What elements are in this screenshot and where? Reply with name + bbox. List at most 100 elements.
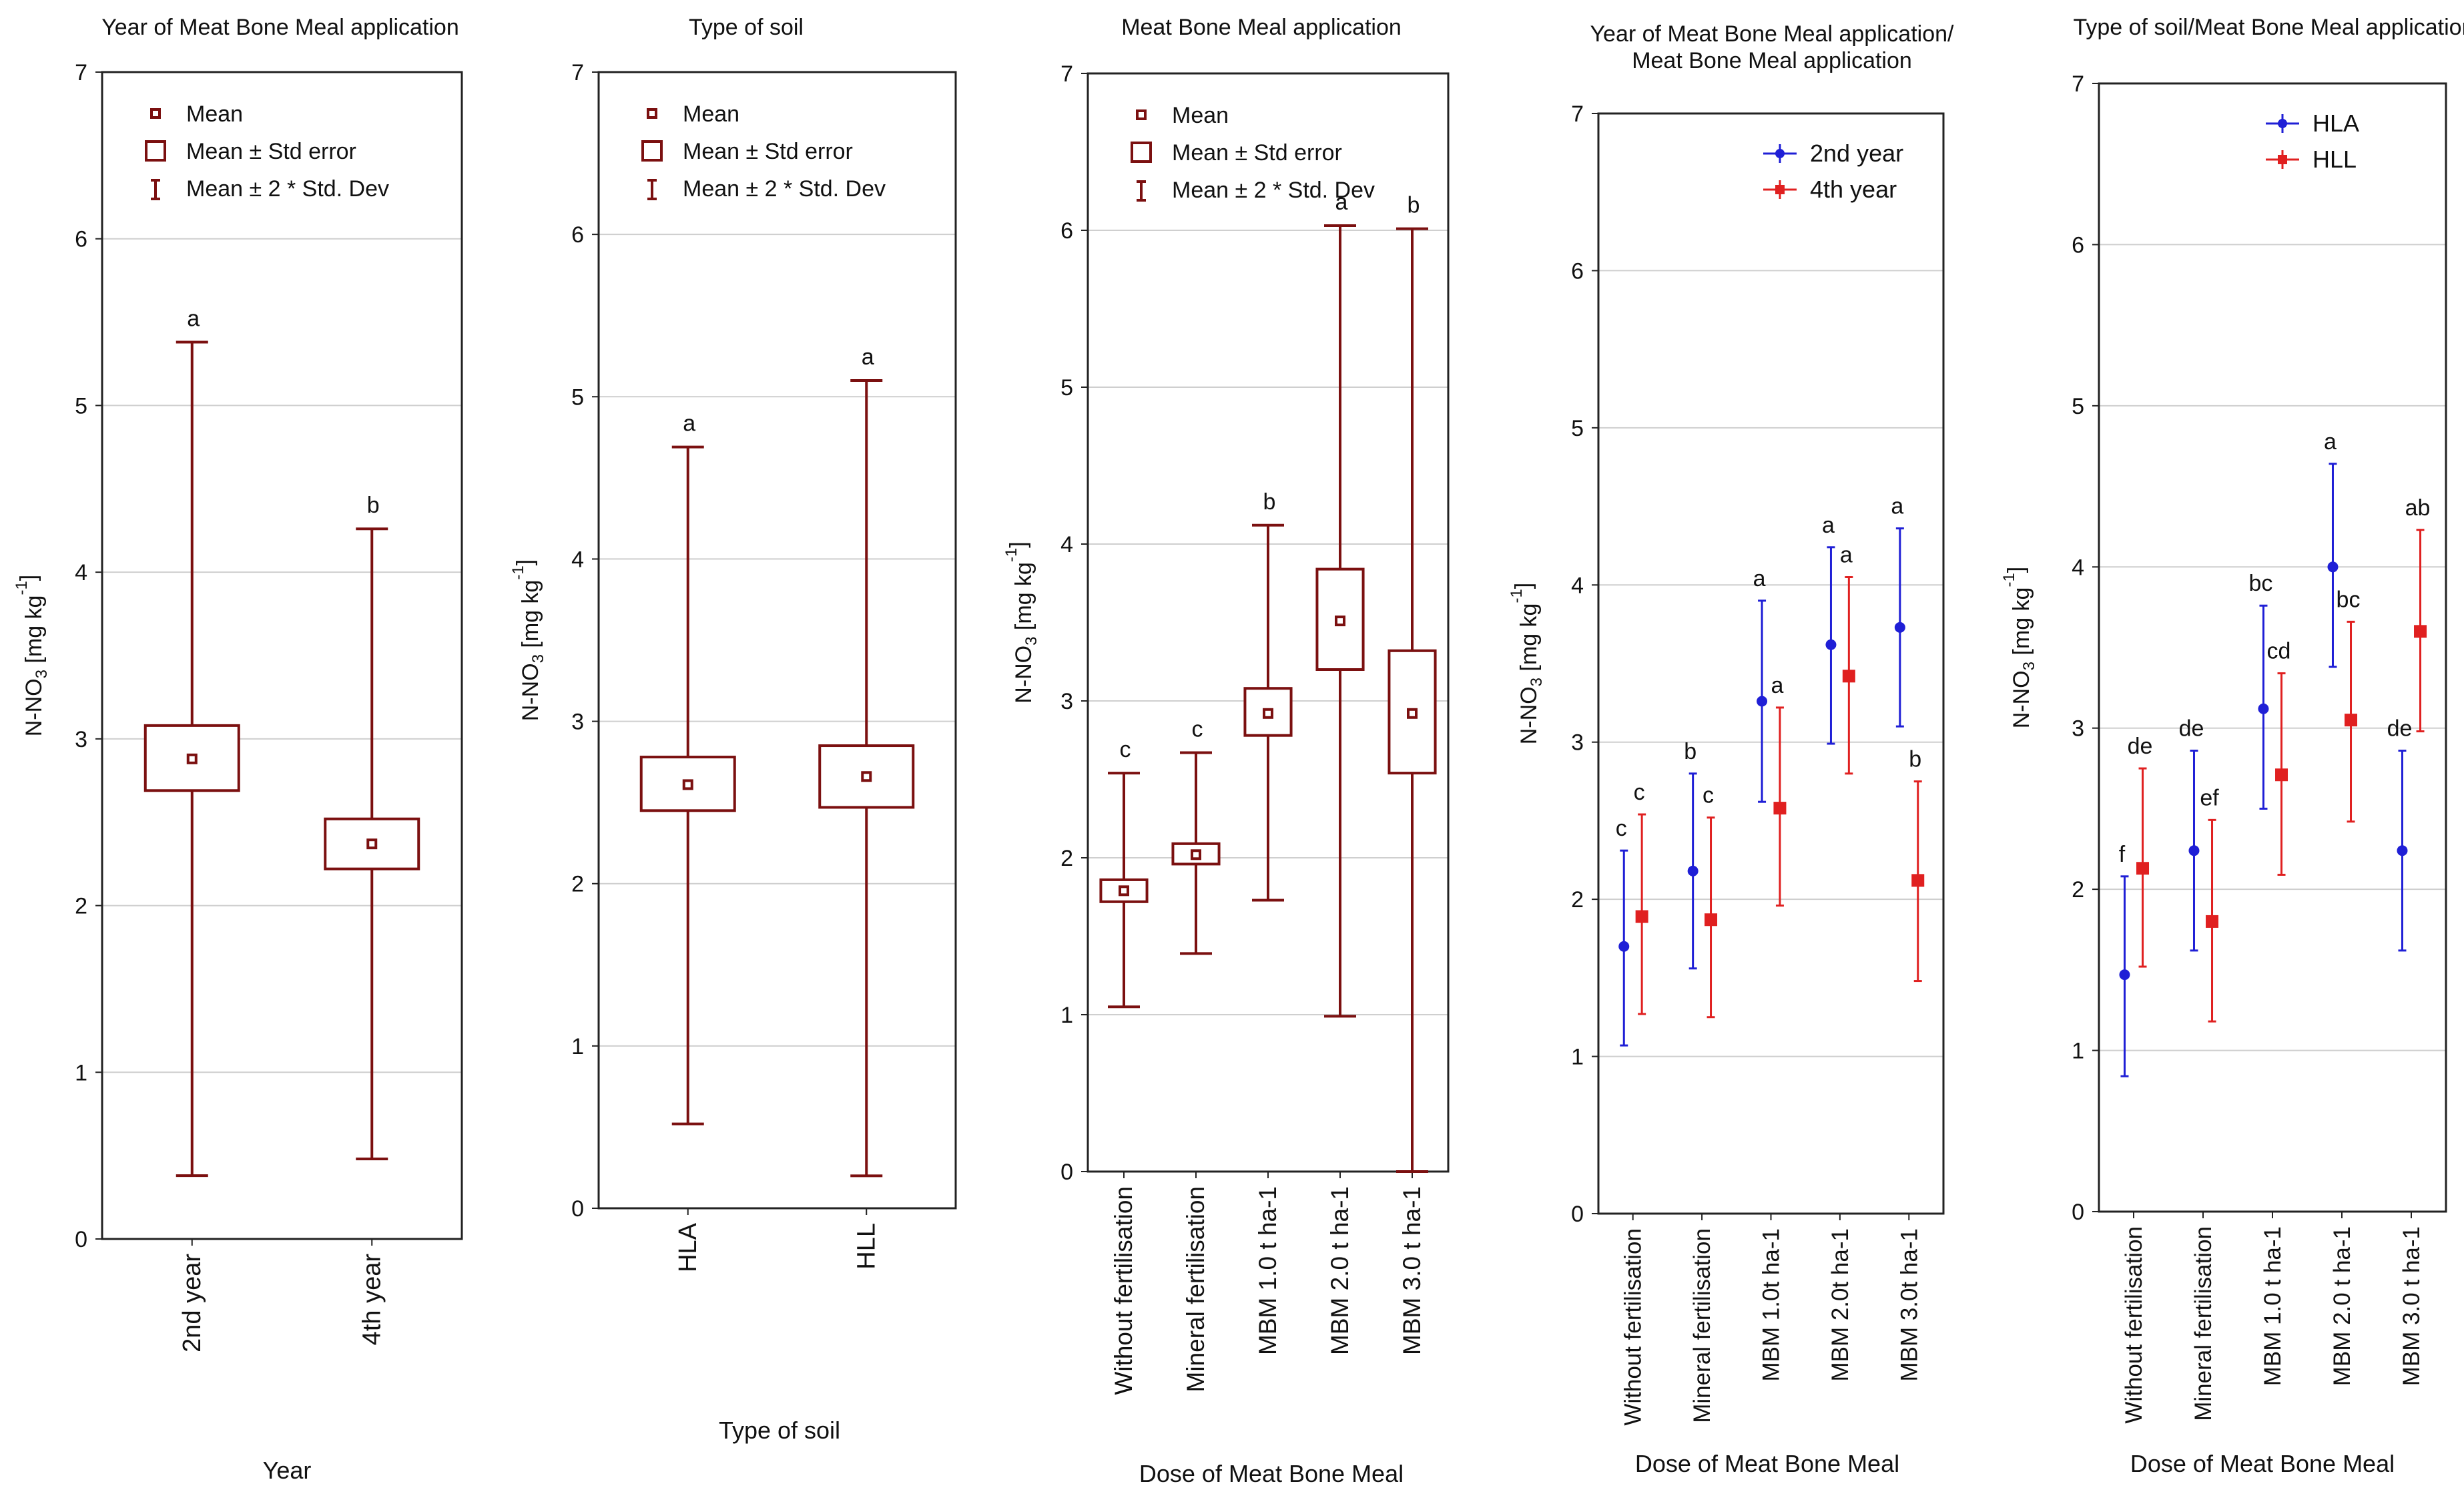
y-tick-label: 2 [75, 894, 87, 919]
legend-mean-label: Mean [683, 101, 739, 127]
significance-letter: ef [2200, 785, 2219, 810]
plot-frame [1597, 112, 1945, 1215]
x-tick-label: MBM 3.0 t ha-1 [2399, 1226, 2425, 1386]
mean-marker [1263, 708, 1273, 719]
legend-sd-label: Mean ± 2 * Std. Dev [186, 176, 389, 202]
legend-se-label: Mean ± Std error [1172, 140, 1342, 166]
data-point [1825, 639, 1837, 650]
y-tick-label: 3 [1060, 689, 1073, 714]
legend-sd-label: Mean ± 2 * Std. Dev [683, 176, 886, 202]
legend-marker [2278, 155, 2287, 164]
legend-marker [2278, 119, 2287, 128]
y-axis-label: N-NO3 [mg kg-1] [1002, 541, 1040, 704]
significance-letter: cd [2267, 639, 2291, 664]
significance-letter: a [1891, 494, 1903, 519]
legend-se-marker [145, 140, 166, 162]
y-tick-label: 7 [1060, 61, 1073, 87]
y-tick-label: 1 [1571, 1045, 1584, 1070]
legend-mean-marker [647, 108, 657, 119]
y-tick-label: 0 [75, 1227, 87, 1252]
significance-letter: a [1771, 673, 1783, 698]
x-tick-label: MBM 2.0 t ha-1 [2329, 1226, 2355, 1386]
y-tick-label: 1 [571, 1034, 584, 1059]
legend-se-label: Mean ± Std error [186, 139, 356, 164]
x-tick-label: MBM 3.0 t ha-1 [1398, 1186, 1426, 1355]
data-point [2258, 703, 2269, 714]
y-tick-label: 6 [75, 227, 87, 252]
y-tick-label: 3 [571, 710, 584, 735]
significance-letter: de [2128, 734, 2153, 759]
se-box [1171, 842, 1221, 866]
y-tick-label: 5 [75, 393, 87, 419]
y-tick-label: 4 [571, 547, 584, 572]
y-tick-label: 6 [2072, 232, 2084, 258]
chart-title: Year of Meat Bone Meal application/ [1590, 21, 1955, 47]
y-tick-label: 4 [1060, 532, 1073, 557]
legend-marker [1775, 149, 1785, 158]
x-axis-label: Type of soil [719, 1417, 840, 1444]
significance-letter: a [2324, 429, 2337, 455]
x-tick-label: MBM 2.0 t ha-1 [1326, 1186, 1353, 1355]
legend-label: HLL [2313, 146, 2357, 173]
x-tick-label: Without fertilisation [2121, 1226, 2147, 1424]
legend-marker [1775, 185, 1785, 194]
y-tick-label: 0 [1060, 1160, 1073, 1185]
panel-p4: Year of Meat Bone Meal application/Meat … [1508, 21, 1954, 1477]
mean-marker [1407, 708, 1418, 719]
legend-mean-marker [150, 108, 161, 119]
data-point [2397, 845, 2408, 856]
significance-letter: ab [2405, 495, 2431, 521]
data-point [1911, 874, 1925, 887]
y-tick-label: 6 [1060, 218, 1073, 244]
mean-marker [1119, 885, 1129, 897]
significance-letter: f [2119, 842, 2126, 867]
data-point [1705, 913, 1718, 927]
y-tick-label: 6 [1571, 258, 1584, 284]
y-tick-label: 5 [571, 385, 584, 410]
x-tick-label: MBM 1.0t ha-1 [1759, 1228, 1785, 1382]
y-tick-label: 2 [1571, 887, 1584, 913]
plot-frame [101, 71, 463, 1240]
significance-letter: c [1616, 816, 1627, 841]
y-tick-label: 5 [1060, 375, 1073, 401]
x-tick-label: Without fertilisation [1620, 1228, 1646, 1426]
significance-letter: a [1753, 566, 1766, 591]
legend-se-label: Mean ± Std error [683, 139, 853, 164]
data-point [2136, 862, 2150, 875]
y-axis-label: N-NO3 [mg kg-1] [509, 559, 547, 722]
data-point [2345, 714, 2358, 727]
y-tick-label: 0 [571, 1196, 584, 1222]
significance-letter: c [1703, 783, 1714, 808]
data-point [1773, 802, 1787, 815]
y-tick-label: 2 [1060, 846, 1073, 871]
legend-label: 4th year [1810, 176, 1897, 203]
chart-title: Meat Bone Meal application [1121, 15, 1402, 40]
significance-letter: a [187, 306, 200, 332]
significance-letter: bc [2337, 587, 2361, 612]
x-tick-label: MBM 1.0 t ha-1 [2260, 1226, 2286, 1386]
x-tick-label: HLL [852, 1223, 880, 1270]
mean-marker [366, 838, 378, 850]
significance-letter: a [862, 344, 874, 370]
y-tick-label: 1 [75, 1060, 87, 1085]
y-tick-label: 4 [75, 560, 87, 585]
significance-letter: b [1684, 739, 1697, 764]
data-point [1635, 910, 1648, 923]
legend-se-marker [1131, 142, 1152, 163]
x-tick-label: Mineral fertilisation [1689, 1228, 1715, 1423]
data-point [2119, 969, 2130, 981]
y-axis-label: N-NO3 [mg kg-1] [2000, 567, 2038, 729]
significance-letter: c [1634, 780, 1645, 805]
y-tick-label: 1 [1060, 1003, 1073, 1028]
significance-letter: a [683, 411, 695, 437]
x-tick-label: 2nd year [178, 1254, 206, 1352]
significance-letter: b [367, 493, 380, 518]
data-point [2188, 845, 2200, 856]
data-point [1618, 941, 1630, 952]
significance-letter: b [1263, 489, 1276, 515]
legend-sd-label: Mean ± 2 * Std. Dev [1172, 178, 1375, 203]
mean-marker [186, 753, 198, 764]
x-tick-label: HLA [674, 1222, 702, 1272]
significance-letter: bc [2249, 571, 2273, 596]
significance-letter: c [1120, 737, 1131, 762]
